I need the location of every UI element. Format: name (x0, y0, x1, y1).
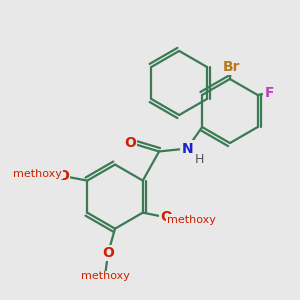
Text: methoxy: methoxy (13, 169, 62, 178)
Text: O: O (57, 169, 69, 183)
Text: Br: Br (222, 60, 240, 74)
Text: N: N (181, 142, 193, 155)
Text: methoxy: methoxy (167, 214, 216, 225)
Text: H: H (195, 152, 205, 166)
Text: F: F (265, 86, 274, 100)
Text: O: O (160, 210, 172, 224)
Text: O: O (124, 136, 136, 150)
Text: O: O (102, 246, 114, 260)
Text: methoxy: methoxy (81, 272, 130, 281)
